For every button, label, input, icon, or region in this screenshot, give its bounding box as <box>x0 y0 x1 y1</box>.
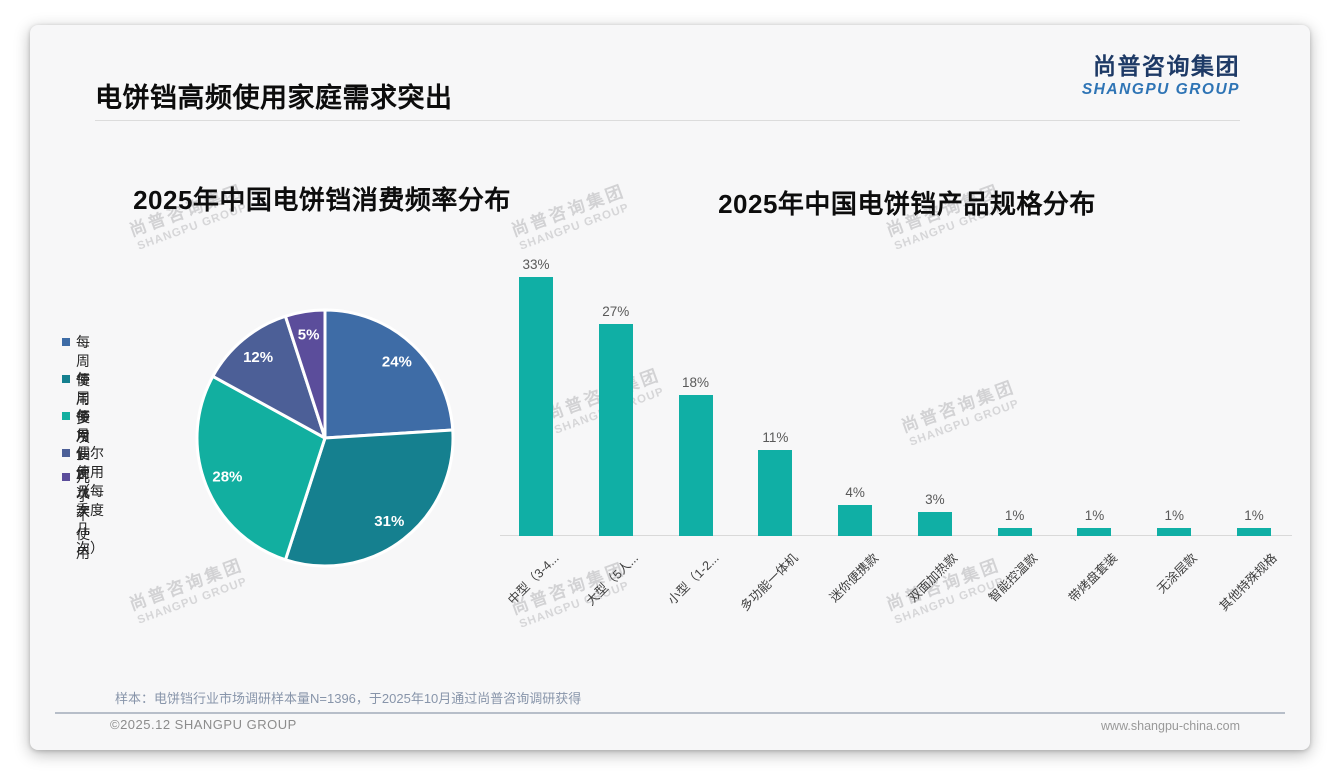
legend-label: 每周使用1-2次 <box>76 371 90 501</box>
legend-label: 几乎不使用 <box>76 469 90 561</box>
bar-category-label: 无涂层款 <box>1154 550 1200 597</box>
logo-en-text: SHANGPU GROUP <box>1081 81 1240 98</box>
bar-category-label: 带烤盘套装 <box>1066 550 1121 605</box>
pie-chart: 24% 31% 28% 12% 5% <box>195 308 455 568</box>
bar-3 <box>678 395 713 536</box>
bar-10 <box>1237 528 1272 536</box>
legend-swatch <box>62 375 70 383</box>
pie-chart-title: 2025年中国电饼铛消费频率分布 <box>133 185 511 215</box>
bar-category-label: 其他特殊规格 <box>1216 550 1280 614</box>
legend-swatch <box>62 338 70 346</box>
footer-divider <box>55 712 1285 714</box>
bar-value-label: 1% <box>1084 508 1105 523</box>
watermark-en-text: SHANGPU GROUP <box>907 397 1021 449</box>
bar-category-label: 小型（1-2... <box>664 550 722 608</box>
bar-value-label: 1% <box>1004 508 1025 523</box>
legend-swatch <box>62 412 70 420</box>
bar-category-label: 智能控温款 <box>986 550 1041 605</box>
bar-8 <box>1077 528 1112 536</box>
pie-data-label: 5% <box>298 326 320 343</box>
bar-value-label: 1% <box>1244 508 1264 523</box>
pie-data-label: 12% <box>243 349 273 366</box>
pie-slice-2 <box>283 428 455 568</box>
bar-value-label: 27% <box>602 304 630 319</box>
bar-6 <box>917 512 952 536</box>
pie-data-label: 28% <box>212 469 242 486</box>
bar-9 <box>1157 528 1192 536</box>
bar-category-label: 多功能一体机 <box>738 550 802 614</box>
bar-value-label: 1% <box>1164 508 1184 523</box>
legend-label: 偶尔使用（每季度几次） <box>76 445 104 556</box>
footer-website: www.shangpu-china.com <box>1101 719 1240 733</box>
logo: 尚普咨询集团 SHANGPU GROUP <box>1082 53 1240 99</box>
pie-data-label: 31% <box>374 513 404 530</box>
bar-category-label: 大型（5人... <box>583 550 642 609</box>
pie-slice-3 <box>195 374 327 562</box>
watermark-en-text: SHANGPU GROUP <box>892 575 1006 627</box>
pie-slice-4 <box>211 314 327 440</box>
bar-value-label: 18% <box>682 375 710 390</box>
bar-2 <box>598 324 633 536</box>
sample-footnote: 样本：电饼铛行业市场调研样本量N=1396，于2025年10月通过尚普咨询调研获… <box>115 691 582 706</box>
bar-category-label: 双面加热款 <box>906 550 961 605</box>
title-divider <box>95 120 1240 121</box>
legend-label: 每周使用多次 <box>76 334 90 445</box>
watermark-en-text: SHANGPU GROUP <box>135 575 249 627</box>
page-title: 电饼铛高频使用家庭需求突出 <box>95 83 453 113</box>
bar-chart-title: 2025年中国电饼铛产品规格分布 <box>718 189 1096 219</box>
footer-copyright: ©2025.12 SHANGPU GROUP <box>110 717 297 732</box>
legend-swatch <box>62 449 70 457</box>
logo-cn-text: 尚普咨询集团 <box>1093 53 1240 79</box>
bar-category-label: 中型（3-4... <box>505 550 562 608</box>
legend-item-4: 偶尔使用（每季度几次） <box>62 444 104 558</box>
pie-slice-5 <box>283 308 327 440</box>
bar-value-label: 11% <box>762 430 789 445</box>
bar-value-label: 3% <box>925 492 945 507</box>
bar-7 <box>997 528 1032 536</box>
bar-category-label: 迷你便携款 <box>826 550 881 605</box>
bar-value-label: 33% <box>522 257 550 272</box>
bar-5 <box>838 505 873 536</box>
legend-item-1: 每周使用多次 <box>62 333 90 447</box>
legend-item-5: 几乎不使用 <box>62 468 90 563</box>
bar-4 <box>758 450 793 536</box>
legend-item-2: 每周使用1-2次 <box>62 370 90 503</box>
legend-label: 每月使用几次 <box>76 408 90 519</box>
x-axis-line <box>500 535 1292 536</box>
pie-data-label: 24% <box>382 354 412 371</box>
bar-value-label: 4% <box>845 485 865 500</box>
pie-slice-1 <box>323 308 455 440</box>
legend-swatch <box>62 473 70 481</box>
legend-item-3: 每月使用几次 <box>62 407 90 521</box>
bar-1 <box>519 277 553 536</box>
watermark-cn-text: 尚普咨询集团 <box>898 377 1019 437</box>
